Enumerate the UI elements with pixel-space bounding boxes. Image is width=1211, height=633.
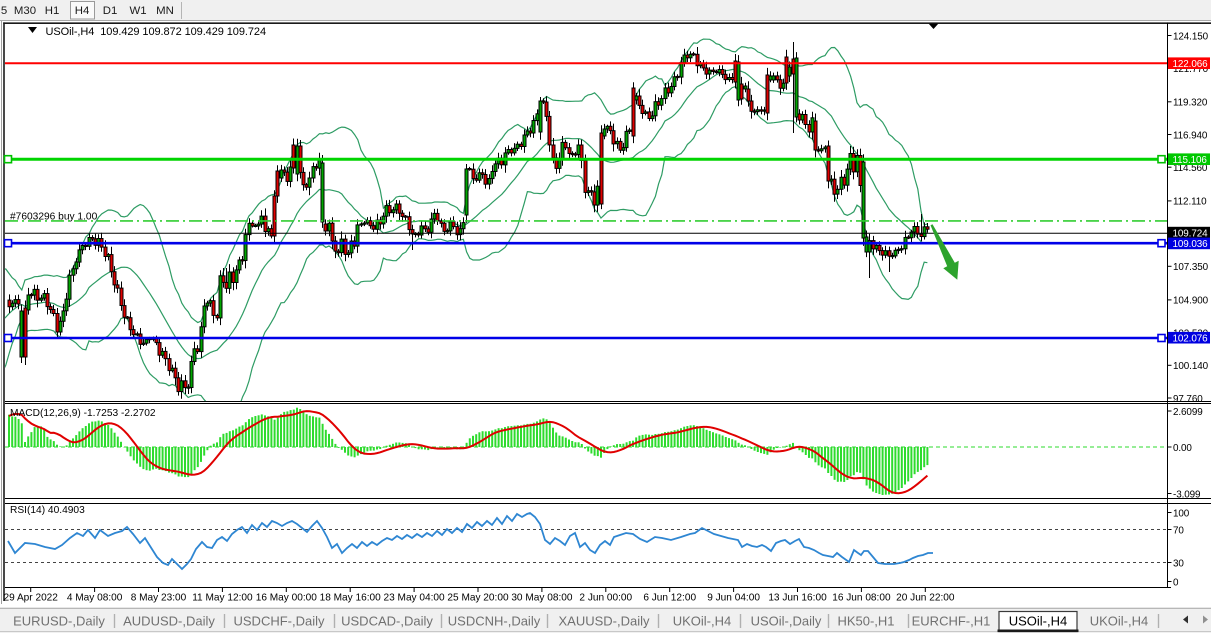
svg-text:2.6099: 2.6099 [1173, 407, 1203, 418]
svg-text:USOil-,Daily: USOil-,Daily [751, 614, 822, 629]
svg-text:100.140: 100.140 [1173, 361, 1209, 372]
svg-text:109.036: 109.036 [1173, 239, 1209, 250]
svg-text:6 Jun 12:00: 6 Jun 12:00 [643, 593, 696, 604]
svg-text:11 May 12:00: 11 May 12:00 [192, 593, 253, 604]
svg-text:23 May 04:00: 23 May 04:00 [384, 593, 446, 604]
svg-text:EURUSD-,Daily: EURUSD-,Daily [13, 614, 105, 629]
svg-text:H4: H4 [75, 5, 90, 17]
svg-text:USOil-,H4: USOil-,H4 [1009, 614, 1068, 629]
svg-text:4 May 08:00: 4 May 08:00 [67, 593, 123, 604]
svg-text:100: 100 [1173, 508, 1190, 519]
svg-text:USDCNH-,Daily: USDCNH-,Daily [448, 614, 541, 629]
svg-text:18 May 16:00: 18 May 16:00 [320, 593, 382, 604]
svg-text:9 Jun 04:00: 9 Jun 04:00 [707, 593, 760, 604]
svg-text:RSI(14) 40.4903: RSI(14) 40.4903 [10, 505, 85, 516]
svg-text:16 May 00:00: 16 May 00:00 [256, 593, 318, 604]
svg-text:119.320: 119.320 [1173, 98, 1208, 109]
svg-text:29 Apr 2022: 29 Apr 2022 [3, 593, 58, 604]
svg-text:30: 30 [1173, 558, 1184, 569]
svg-text:5: 5 [1, 5, 7, 17]
svg-text:114.560: 114.560 [1173, 163, 1208, 174]
svg-text:USOil-,H4 109.429 109.872 109: USOil-,H4 109.429 109.872 109.429 109.72… [46, 26, 266, 38]
svg-text:25 May 20:00: 25 May 20:00 [447, 593, 509, 604]
svg-text:104.900: 104.900 [1173, 296, 1209, 307]
svg-text:107.350: 107.350 [1173, 262, 1209, 273]
svg-text:0.00: 0.00 [1173, 443, 1192, 454]
svg-text:H1: H1 [45, 5, 60, 17]
svg-text:30 May 08:00: 30 May 08:00 [511, 593, 573, 604]
svg-text:-3.099: -3.099 [1173, 489, 1201, 500]
svg-text:D1: D1 [103, 5, 118, 17]
svg-text:EURCHF-,H1: EURCHF-,H1 [912, 614, 991, 629]
svg-text:UKOil-,H4: UKOil-,H4 [1090, 614, 1149, 629]
svg-text:109.724: 109.724 [1173, 228, 1209, 239]
svg-text:97.760: 97.760 [1173, 394, 1203, 405]
svg-text:USDCAD-,Daily: USDCAD-,Daily [341, 614, 433, 629]
svg-text:#7603296 buy 1.00: #7603296 buy 1.00 [10, 212, 98, 223]
svg-text:AUDUSD-,Daily: AUDUSD-,Daily [123, 614, 215, 629]
svg-text:W1: W1 [129, 5, 146, 17]
svg-text:112.110: 112.110 [1173, 197, 1207, 208]
svg-text:MACD(12,26,9) -1.7253 -2.2702: MACD(12,26,9) -1.7253 -2.2702 [10, 408, 156, 419]
svg-text:8 May 23:00: 8 May 23:00 [131, 593, 187, 604]
svg-text:13 Jun 16:00: 13 Jun 16:00 [768, 593, 827, 604]
svg-text:121.770: 121.770 [1173, 64, 1209, 75]
svg-text:16 Jun 08:00: 16 Jun 08:00 [832, 593, 891, 604]
svg-text:20 Jun 22:00: 20 Jun 22:00 [896, 593, 955, 604]
svg-text:102.076: 102.076 [1173, 334, 1209, 345]
svg-text:HK50-,H1: HK50-,H1 [837, 614, 894, 629]
svg-text:2 Jun 00:00: 2 Jun 00:00 [579, 593, 632, 604]
svg-text:USDCHF-,Daily: USDCHF-,Daily [234, 614, 326, 629]
svg-text:115.106: 115.106 [1173, 155, 1208, 166]
svg-text:70: 70 [1173, 525, 1184, 536]
svg-text:122.066: 122.066 [1173, 59, 1209, 70]
svg-text:MN: MN [156, 5, 174, 17]
svg-text:0: 0 [1173, 577, 1179, 588]
svg-text:UKOil-,H4: UKOil-,H4 [673, 614, 732, 629]
svg-text:XAUUSD-,Daily: XAUUSD-,Daily [558, 614, 650, 629]
svg-text:116.940: 116.940 [1173, 130, 1208, 141]
svg-text:124.150: 124.150 [1173, 31, 1209, 42]
svg-text:M30: M30 [14, 5, 36, 17]
